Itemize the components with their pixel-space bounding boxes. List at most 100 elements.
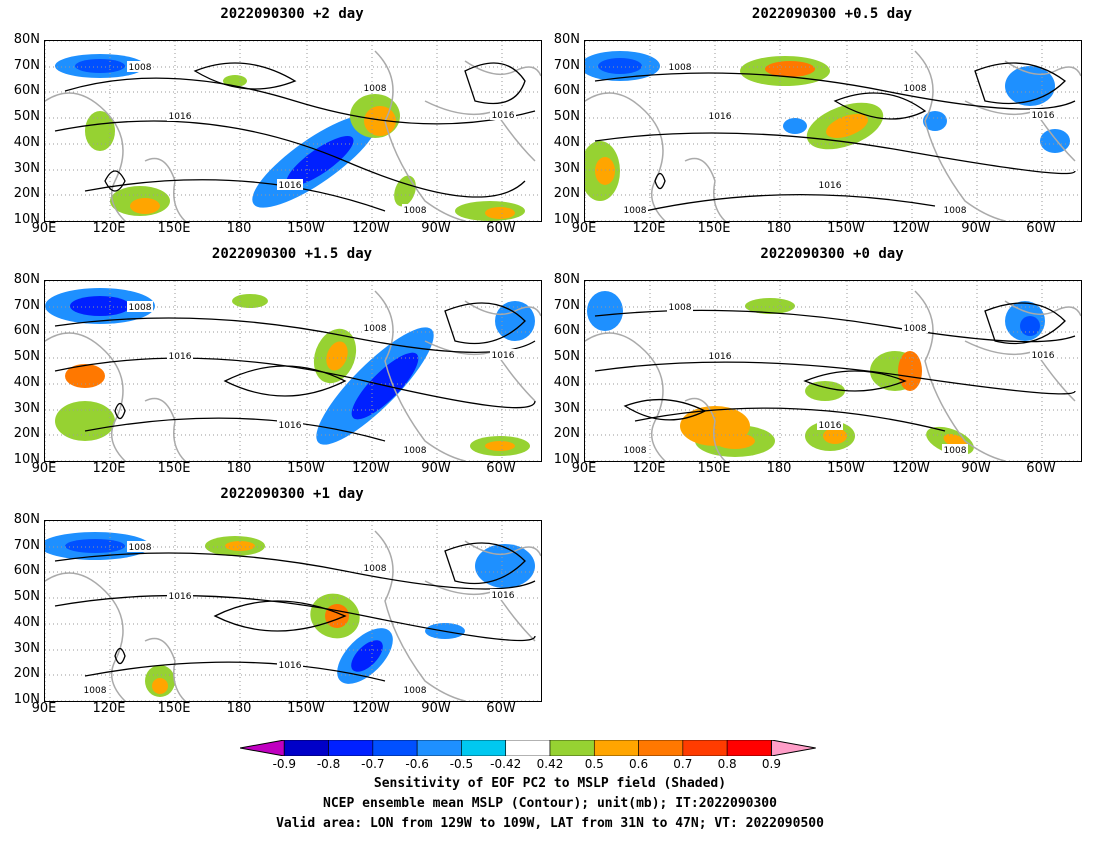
mslp-contour — [193, 62, 297, 90]
lat-tick-label: 70N — [13, 58, 40, 73]
shaded-region — [745, 298, 795, 314]
lat-tick-label: 40N — [13, 135, 40, 150]
lat-tick-label: 80N — [553, 32, 580, 47]
lon-tick-label: 120W — [352, 221, 390, 236]
contour-label-bg — [817, 419, 843, 430]
coastline — [464, 300, 541, 317]
contour-label: 1008 — [364, 84, 387, 94]
shaded-region — [823, 428, 847, 444]
shaded-region — [75, 59, 125, 73]
coastline — [374, 530, 466, 701]
map-p1: 1008 1008 1016 1016 1016 1008 — [44, 40, 542, 222]
contour-label: 1016 — [1032, 111, 1055, 121]
lat-tick-label: 40N — [13, 375, 40, 390]
contour-label: 1016 — [492, 591, 515, 601]
lon-tick-label: 90E — [31, 701, 57, 716]
colorbar-swatch — [328, 739, 374, 757]
contour-label-bg — [127, 61, 153, 72]
panel-title: 2022090300 +1 day — [220, 486, 364, 502]
coastline — [1004, 300, 1081, 317]
coastline — [464, 60, 541, 77]
mslp-contour — [984, 302, 1066, 345]
contour-label: 1008 — [624, 206, 647, 216]
lon-tick-label: 180 — [226, 221, 252, 236]
contour-label-bg — [902, 82, 928, 93]
mslp-contour — [54, 357, 536, 409]
shaded-region — [1040, 129, 1070, 153]
lon-tick-label: 150W — [287, 701, 325, 716]
contour-label-bg — [167, 350, 193, 361]
map-p2: 1008 1008 1016 1016 1016 1008 1008 — [584, 40, 1082, 222]
shaded-region — [85, 111, 115, 151]
lat-tick-label: 30N — [13, 401, 40, 416]
lon-tick-label: 60W — [486, 701, 516, 716]
lon-tick-label: 120W — [352, 461, 390, 476]
coastline — [45, 332, 126, 461]
mslp-contour — [54, 120, 526, 198]
colorbar-swatch — [505, 739, 551, 757]
lon-tick-label: 120W — [892, 461, 930, 476]
contour-label-bg — [402, 684, 428, 695]
lon-tick-label: 180 — [226, 461, 252, 476]
coastline — [45, 572, 126, 701]
mslp-contour — [54, 594, 536, 642]
lon-tick-label: 60W — [486, 221, 516, 236]
shaded-region — [1005, 66, 1055, 106]
contour-label-bg — [127, 301, 153, 312]
contour-label-bg — [490, 589, 516, 600]
contour-label: 1016 — [819, 421, 842, 431]
contour-label-bg — [362, 82, 388, 93]
contour-label: 1008 — [364, 324, 387, 334]
mslp-contour — [803, 370, 907, 392]
colorbar-tick-label: 0.8 — [717, 757, 737, 771]
mslp-contour — [84, 661, 386, 682]
colorbar-tick-label: 0.6 — [629, 757, 649, 771]
lon-tick-label: 180 — [226, 701, 252, 716]
shaded-region — [65, 539, 125, 553]
lat-tick-label: 10N — [553, 452, 580, 467]
map-p5: 1008 1008 1016 1016 1016 1008 1008 — [44, 520, 542, 702]
panel-title: 2022090300 +0 day — [760, 246, 904, 262]
lat-tick-label: 50N — [553, 349, 580, 364]
lon-tick-label: 150E — [157, 461, 191, 476]
mslp-contour — [114, 647, 126, 665]
contour-label: 1008 — [944, 206, 967, 216]
lon-tick-label: 180 — [766, 461, 792, 476]
contour-label-bg — [362, 562, 388, 573]
lat-tick-label: 60N — [553, 83, 580, 98]
coastline — [144, 397, 186, 461]
coastline — [374, 50, 466, 221]
contour-label: 1016 — [169, 592, 192, 602]
lat-tick-label: 70N — [553, 298, 580, 313]
coastline — [424, 340, 536, 402]
lat-tick-label: 20N — [13, 186, 40, 201]
map-p4: 1008 1008 1016 1016 1016 1008 1008 — [584, 280, 1082, 462]
panel-title: 2022090300 +2 day — [220, 6, 364, 22]
colorbar-min-arrow — [239, 739, 285, 757]
colorbar-max-arrow — [770, 739, 816, 757]
shaded-region — [1020, 316, 1040, 336]
shaded-region — [495, 301, 535, 341]
lon-tick-label: 120W — [892, 221, 930, 236]
contour-label: 1016 — [492, 111, 515, 121]
mslp-contour — [594, 309, 1076, 343]
coastline — [684, 157, 726, 221]
contour-label-bg — [942, 444, 968, 455]
lat-tick-label: 80N — [13, 32, 40, 47]
contour-label: 1016 — [279, 181, 302, 191]
map-plot: 1008 1008 1016 1016 1016 1008 1008 — [45, 521, 541, 701]
contour-label-bg — [942, 204, 968, 215]
map-plot: 1008 1008 1016 1016 1016 1008 — [45, 41, 541, 221]
lon-tick-label: 120E — [92, 701, 126, 716]
contour-label: 1008 — [404, 446, 427, 456]
colorbar-tick-label: 0.7 — [673, 757, 693, 771]
contour-label: 1008 — [944, 446, 967, 456]
mslp-contour — [974, 62, 1066, 105]
mslp-contour — [54, 552, 536, 590]
coastline — [914, 290, 1006, 461]
shaded-region — [587, 291, 623, 331]
mslp-contour — [114, 402, 126, 420]
shaded-region — [223, 75, 247, 87]
contour-label: 1016 — [709, 112, 732, 122]
coastline — [144, 637, 186, 701]
